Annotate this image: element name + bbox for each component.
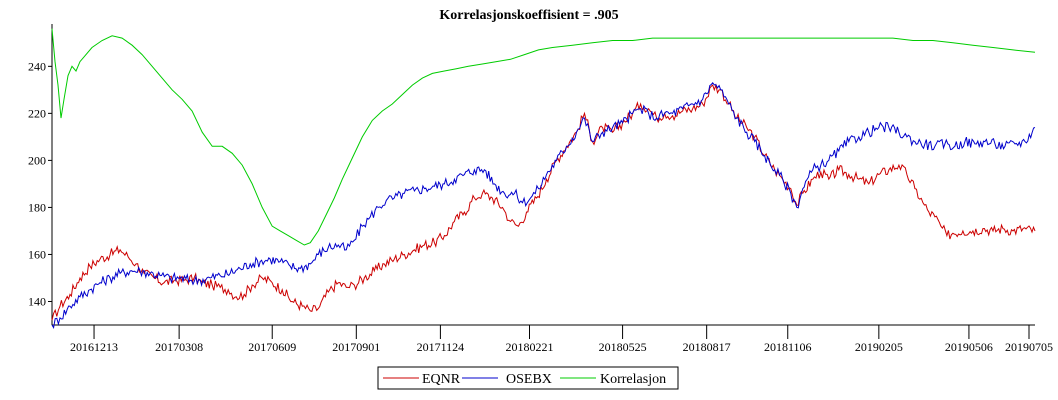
y-tick-label: 180: [28, 200, 46, 214]
y-tick-label: 200: [28, 153, 46, 167]
series-layer: [51, 28, 1036, 329]
y-tick-label: 140: [28, 294, 46, 308]
x-tick-label: 20190506: [945, 340, 993, 354]
x-tick-label: 20180221: [505, 340, 553, 354]
y-tick-label: 220: [28, 106, 46, 120]
x-tick-label: 20181106: [764, 340, 812, 354]
legend-label: OSEBX: [506, 372, 552, 387]
plot-frame: [51, 24, 1035, 326]
legend-label: Korrelasjon: [600, 372, 666, 387]
x-tick-label: 20180817: [683, 340, 731, 354]
x-tick-label: 20161213: [70, 340, 118, 354]
x-tick-label: 20170308: [155, 340, 203, 354]
y-tick-label: 160: [28, 247, 46, 261]
series-line-eqnr: [51, 83, 1036, 321]
y-tick-label: 240: [28, 59, 46, 73]
y-axis: 140 160 180 200 220 240: [28, 59, 52, 308]
legend-box: [377, 366, 679, 390]
x-tick-label: 20171124: [417, 340, 465, 354]
chart-title: Korrelasjonskoeffisient = .905: [439, 8, 618, 23]
legend-label: EQNR: [422, 372, 461, 387]
x-axis: 20161213 20170308 20170609 20170901 20171124…: [70, 325, 1053, 354]
x-tick-label: 20170609: [248, 340, 296, 354]
series-line-osebx: [51, 81, 1036, 329]
x-tick-label: 20180525: [599, 340, 647, 354]
x-tick-label: 20190205: [855, 340, 903, 354]
legend: EQNR OSEBX Korrelasjon: [377, 366, 679, 390]
series-line-korrelasjon: [51, 28, 1036, 246]
x-tick-label: 20190705: [1005, 340, 1053, 354]
x-tick-label: 20170901: [332, 340, 380, 354]
